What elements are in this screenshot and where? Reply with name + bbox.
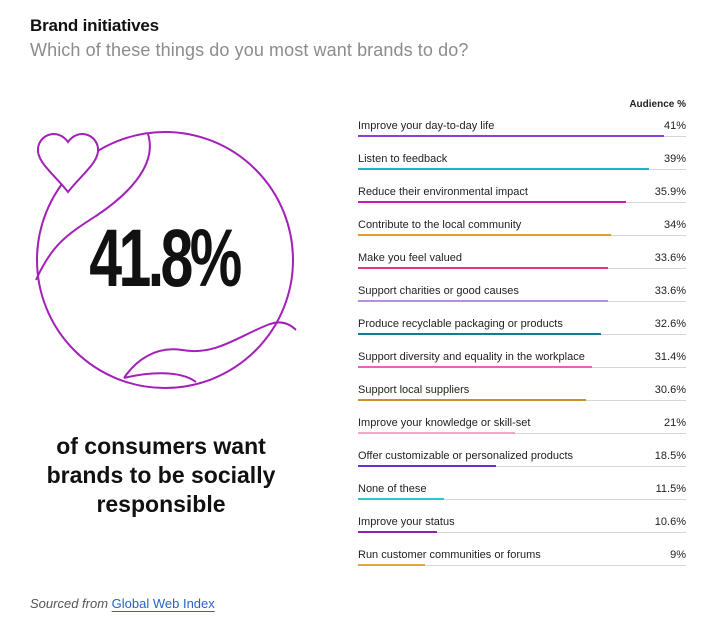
value-label: 11.5% bbox=[655, 483, 686, 495]
value-label: 21% bbox=[663, 417, 686, 429]
stat-ring bbox=[36, 131, 294, 389]
bar bbox=[358, 300, 608, 302]
chart-row: Run customer communities or forums 9% bbox=[358, 549, 686, 582]
chart-row: Listen to feedback 39% bbox=[358, 153, 686, 186]
category-label: Improve your day-to-day life bbox=[358, 120, 495, 132]
category-label: None of these bbox=[358, 483, 427, 495]
source-link[interactable]: Global Web Index bbox=[111, 596, 215, 611]
value-label: 34% bbox=[663, 219, 686, 231]
chart-row: Support local suppliers 30.6% bbox=[358, 384, 686, 417]
category-label: Support charities or good causes bbox=[358, 285, 519, 297]
value-label: 39% bbox=[663, 153, 686, 165]
category-label: Contribute to the local community bbox=[358, 219, 522, 231]
bar bbox=[358, 267, 608, 269]
bar-track bbox=[358, 433, 686, 434]
category-label: Make you feel valued bbox=[358, 252, 462, 264]
source-note: Sourced from Global Web Index bbox=[30, 596, 215, 611]
page-subtitle: Which of these things do you most want b… bbox=[30, 40, 469, 60]
bar bbox=[358, 399, 586, 401]
bar bbox=[358, 366, 592, 368]
category-label: Improve your knowledge or skill-set bbox=[358, 417, 531, 429]
value-label: 31.4% bbox=[654, 351, 686, 363]
bar bbox=[358, 135, 664, 137]
swirl-line-upper bbox=[35, 133, 151, 281]
value-label: 9% bbox=[670, 549, 686, 561]
value-column-header: Audience % bbox=[629, 99, 686, 110]
category-label: Offer customizable or personalized produ… bbox=[358, 450, 574, 462]
value-label: 30.6% bbox=[654, 384, 686, 396]
chart-row: Produce recyclable packaging or products… bbox=[358, 318, 686, 351]
bar bbox=[358, 564, 425, 566]
chart-row: Contribute to the local community 34% bbox=[358, 219, 686, 252]
bar bbox=[358, 234, 611, 236]
bar bbox=[358, 201, 626, 203]
chart-row: Improve your day-to-day life 41% bbox=[358, 120, 686, 153]
value-label: 33.6% bbox=[654, 252, 686, 264]
chart-row: Offer customizable or personalized produ… bbox=[358, 450, 686, 483]
bar bbox=[358, 465, 496, 467]
chart-row: Support charities or good causes 33.6% bbox=[358, 285, 686, 318]
hero-stat: 41.8% bbox=[89, 213, 242, 304]
heart-circle-illustration bbox=[35, 131, 297, 389]
bar-track bbox=[358, 466, 686, 467]
chart-row: Improve your status 10.6% bbox=[358, 516, 686, 549]
value-label: 41% bbox=[663, 120, 686, 132]
bar bbox=[358, 333, 601, 335]
value-label: 10.6% bbox=[654, 516, 686, 528]
chart-row: None of these 11.5% bbox=[358, 483, 686, 516]
heart-icon bbox=[36, 133, 100, 194]
bar bbox=[358, 531, 437, 533]
chart-row: Improve your knowledge or skill-set 21% bbox=[358, 417, 686, 450]
swirl-loop bbox=[123, 372, 197, 383]
source-prefix: Sourced from bbox=[30, 596, 109, 611]
value-label: 32.6% bbox=[654, 318, 686, 330]
bar-track bbox=[358, 499, 686, 500]
page-title: Brand initiatives bbox=[30, 16, 159, 35]
value-label: 33.6% bbox=[654, 285, 686, 297]
bar bbox=[358, 432, 515, 434]
value-label: 18.5% bbox=[654, 450, 686, 462]
category-label: Support diversity and equality in the wo… bbox=[358, 351, 585, 363]
category-label: Run customer communities or forums bbox=[358, 549, 541, 561]
swirl-line-lower bbox=[123, 321, 297, 379]
bar-track bbox=[358, 565, 686, 566]
hero-caption: of consumers want brands to be socially … bbox=[46, 433, 276, 517]
bar bbox=[358, 498, 444, 500]
category-label: Produce recyclable packaging or products bbox=[358, 318, 563, 330]
chart-row: Support diversity and equality in the wo… bbox=[358, 351, 686, 384]
category-label: Improve your status bbox=[358, 516, 455, 528]
category-label: Reduce their environmental impact bbox=[358, 186, 528, 198]
category-label: Listen to feedback bbox=[358, 153, 448, 165]
category-label: Support local suppliers bbox=[358, 384, 470, 396]
bar bbox=[358, 168, 649, 170]
bar-track bbox=[358, 532, 686, 533]
chart-row: Make you feel valued 33.6% bbox=[358, 252, 686, 285]
chart-row: Reduce their environmental impact 35.9% bbox=[358, 186, 686, 219]
value-label: 35.9% bbox=[654, 186, 686, 198]
